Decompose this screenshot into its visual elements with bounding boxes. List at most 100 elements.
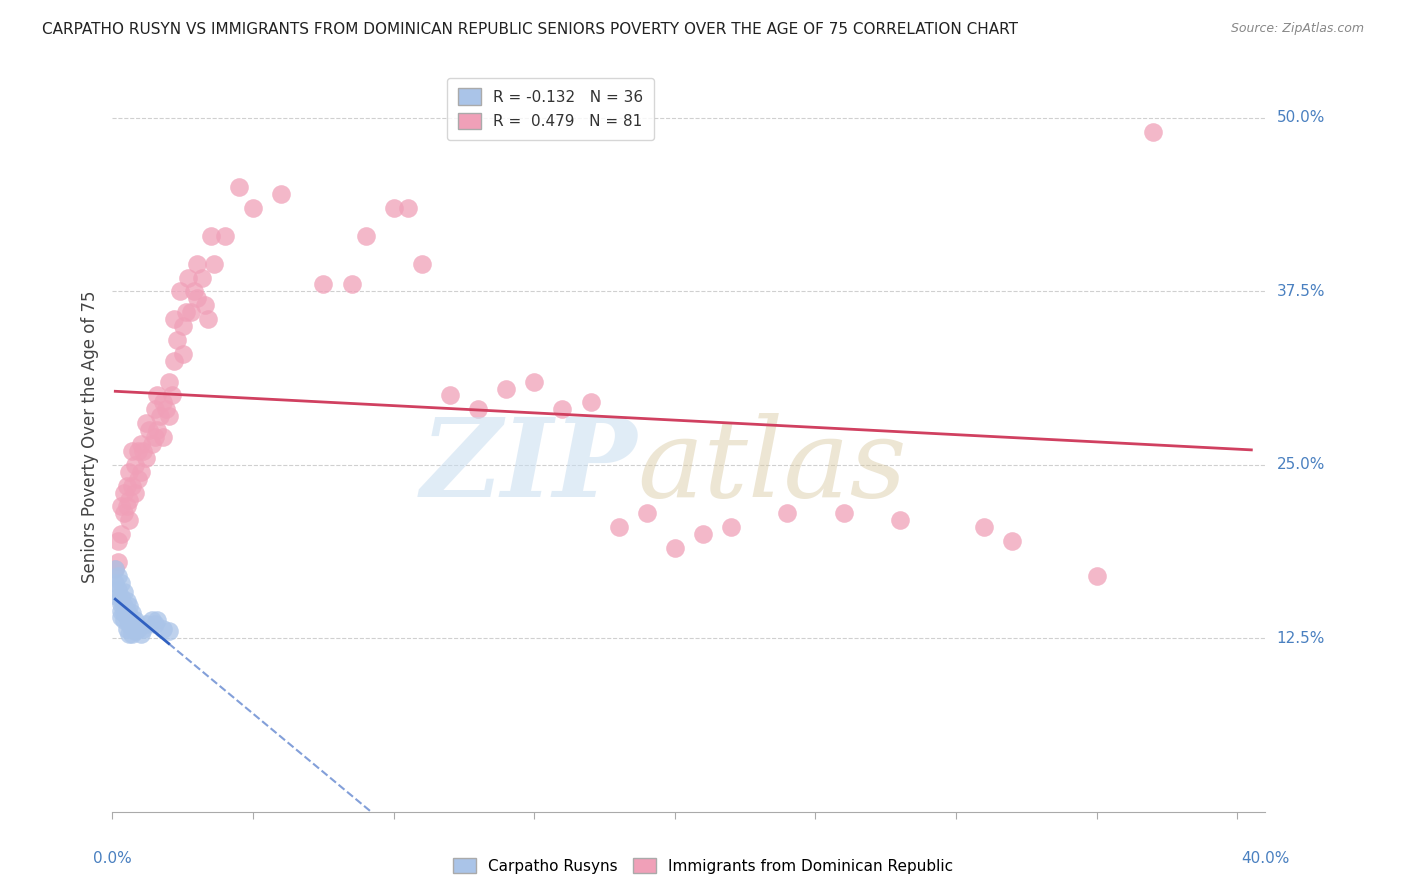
Point: [202, 257, 225, 271]
Point: [183, 285, 205, 299]
Point: [495, 382, 517, 396]
Point: [112, 599, 135, 614]
Point: [157, 624, 180, 639]
Point: [523, 375, 546, 389]
Point: [124, 458, 146, 472]
Point: [110, 603, 132, 617]
Point: [163, 353, 186, 368]
Point: [720, 520, 742, 534]
Point: [551, 402, 574, 417]
Point: [118, 492, 141, 507]
Point: [143, 430, 166, 444]
Point: [124, 624, 146, 639]
Point: [157, 409, 180, 424]
Y-axis label: Seniors Poverty Over the Age of 75: Seniors Poverty Over the Age of 75: [80, 291, 98, 583]
Point: [177, 270, 200, 285]
Point: [127, 444, 149, 458]
Text: 50.0%: 50.0%: [1277, 111, 1324, 126]
Point: [135, 617, 157, 632]
Point: [607, 520, 630, 534]
Point: [152, 430, 174, 444]
Point: [163, 312, 186, 326]
Text: Source: ZipAtlas.com: Source: ZipAtlas.com: [1230, 22, 1364, 36]
Point: [146, 613, 169, 627]
Point: [636, 507, 658, 521]
Point: [152, 395, 174, 409]
Point: [141, 613, 163, 627]
Point: [127, 472, 149, 486]
Point: [242, 201, 264, 215]
Point: [115, 622, 138, 636]
Legend: Carpatho Rusyns, Immigrants from Dominican Republic: Carpatho Rusyns, Immigrants from Dominic…: [447, 852, 959, 880]
Point: [132, 444, 155, 458]
Point: [107, 534, 129, 549]
Point: [112, 613, 135, 627]
Point: [135, 416, 157, 430]
Text: ZIP: ZIP: [420, 413, 637, 521]
Point: [129, 437, 152, 451]
Point: [121, 478, 143, 492]
Point: [115, 478, 138, 492]
Point: [197, 312, 219, 326]
Point: [112, 507, 135, 521]
Point: [107, 555, 129, 569]
Point: [115, 500, 138, 514]
Point: [169, 285, 191, 299]
Text: 40.0%: 40.0%: [1241, 851, 1289, 865]
Point: [1085, 569, 1108, 583]
Point: [396, 201, 419, 215]
Text: 0.0%: 0.0%: [93, 851, 132, 865]
Point: [129, 465, 152, 479]
Text: CARPATHO RUSYN VS IMMIGRANTS FROM DOMINICAN REPUBLIC SENIORS POVERTY OVER THE AG: CARPATHO RUSYN VS IMMIGRANTS FROM DOMINI…: [42, 22, 1018, 37]
Point: [411, 257, 433, 271]
Text: 12.5%: 12.5%: [1277, 631, 1324, 646]
Point: [132, 622, 155, 636]
Point: [110, 590, 132, 604]
Point: [143, 402, 166, 417]
Point: [110, 610, 132, 624]
Point: [312, 277, 335, 292]
Point: [104, 562, 127, 576]
Point: [186, 257, 208, 271]
Point: [146, 423, 169, 437]
Point: [124, 485, 146, 500]
Point: [124, 613, 146, 627]
Point: [121, 607, 143, 621]
Point: [112, 585, 135, 599]
Point: [135, 450, 157, 465]
Point: [118, 627, 141, 641]
Point: [382, 201, 405, 215]
Point: [118, 617, 141, 632]
Point: [832, 507, 855, 521]
Point: [191, 270, 214, 285]
Point: [228, 180, 250, 194]
Point: [1001, 534, 1024, 549]
Point: [1142, 125, 1164, 139]
Point: [110, 575, 132, 590]
Point: [270, 187, 292, 202]
Point: [146, 388, 169, 402]
Point: [166, 333, 188, 347]
Point: [354, 228, 377, 243]
Point: [112, 485, 135, 500]
Point: [174, 305, 197, 319]
Point: [439, 388, 461, 402]
Point: [155, 402, 177, 417]
Point: [121, 617, 143, 632]
Text: atlas: atlas: [637, 413, 907, 521]
Point: [107, 590, 129, 604]
Point: [889, 513, 911, 527]
Point: [194, 298, 217, 312]
Point: [160, 388, 183, 402]
Point: [152, 622, 174, 636]
Point: [121, 444, 143, 458]
Point: [115, 610, 138, 624]
Point: [340, 277, 363, 292]
Point: [143, 617, 166, 632]
Point: [118, 465, 141, 479]
Point: [115, 603, 138, 617]
Point: [200, 228, 222, 243]
Point: [107, 569, 129, 583]
Point: [118, 599, 141, 614]
Point: [138, 423, 160, 437]
